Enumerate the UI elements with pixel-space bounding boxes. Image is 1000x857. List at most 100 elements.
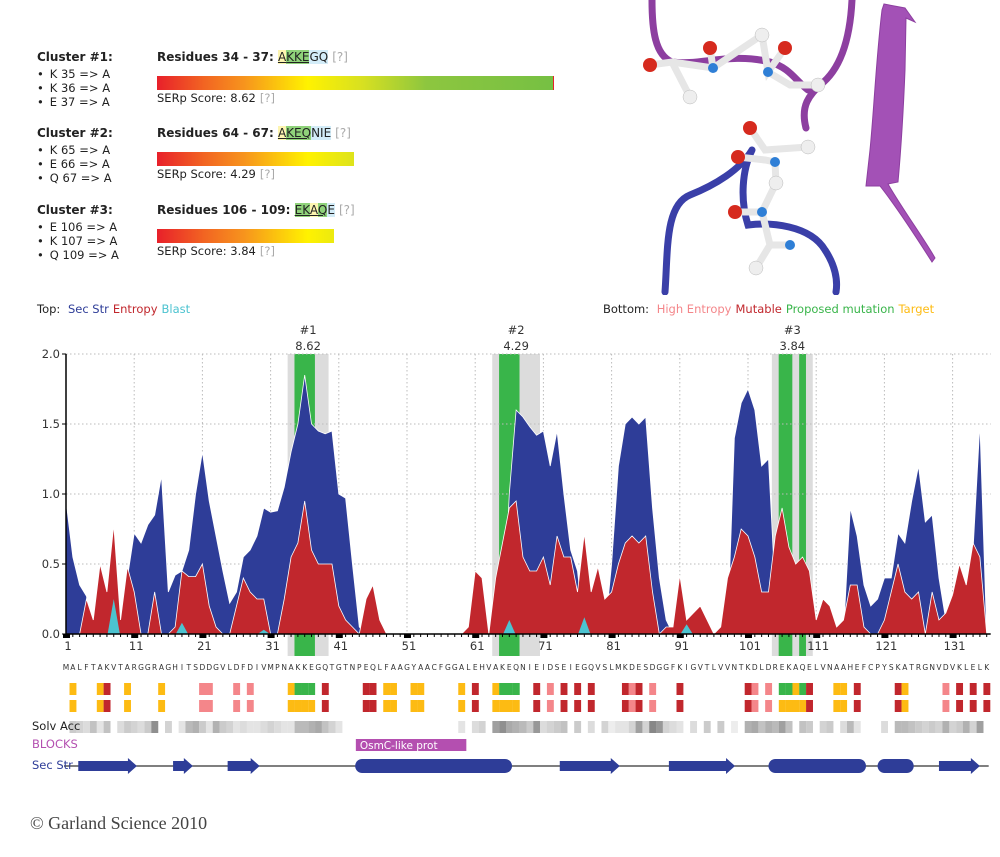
sequence-residue: L	[466, 663, 471, 672]
top-track-cell	[512, 683, 520, 695]
bottom-track-cell	[806, 700, 813, 712]
solv-acc-cell	[492, 721, 500, 733]
bottom-track-cell	[635, 700, 643, 712]
protein-structure-view[interactable]	[610, 0, 1000, 295]
block-domain[interactable]	[355, 739, 467, 751]
y-tick-label: 1.0	[42, 487, 60, 501]
bottom-track-cell	[205, 700, 213, 712]
sequence-residue: F	[671, 663, 675, 672]
solv-acc-cell	[574, 721, 582, 733]
serp-score-bar	[157, 152, 354, 166]
score-help-link[interactable]: [?]	[259, 244, 275, 258]
block-domain-label: OsmC-like prot	[360, 740, 438, 752]
bottom-track-cell	[492, 700, 500, 712]
bottom-track-cell	[969, 700, 977, 712]
serp-score-bar	[157, 76, 554, 90]
residues-range: Residues 106 - 109: EKAQE [?]	[157, 203, 355, 217]
blast-peak	[503, 620, 516, 634]
x-tick-label: 131	[944, 639, 966, 653]
sequence-residue: G	[691, 663, 697, 672]
legend-bottom: Bottom: High Entropy Mutable Proposed muta…	[603, 302, 942, 316]
top-track-cell	[205, 683, 213, 695]
sequence-residue: Y	[881, 663, 887, 672]
sequence-residue: P	[357, 663, 362, 672]
serp-score: SERp Score: 4.29 [?]	[157, 167, 275, 181]
y-tick-label: 2.0	[42, 347, 60, 361]
x-major-tick	[472, 634, 480, 638]
help-link[interactable]: [?]	[335, 126, 351, 140]
score-help-link[interactable]: [?]	[259, 167, 275, 181]
legend-bottom-label: Bottom:	[603, 302, 650, 316]
top-track-cell	[969, 683, 977, 695]
sequence-residue: L	[978, 663, 983, 672]
bottom-track-cell	[233, 700, 241, 712]
bottom-track-cell	[458, 700, 466, 712]
solv-acc-cell	[560, 721, 568, 733]
strand-arrow	[173, 758, 193, 774]
sequence-residue: A	[398, 663, 404, 672]
residues-range: Residues 34 - 37: AKKEGQ [?]	[157, 50, 348, 64]
bottom-track-cell	[294, 700, 302, 712]
mutation-item: Q 67 => A	[37, 171, 112, 185]
serp-score: SERp Score: 8.62 [?]	[157, 91, 275, 105]
top-track-cell	[499, 683, 507, 695]
solv-acc-cell	[894, 721, 902, 733]
bottom-track-cell	[96, 700, 104, 712]
solv-acc-cell	[799, 721, 807, 733]
sequence-residue: F	[241, 663, 245, 672]
sequence-residue: K	[295, 663, 301, 672]
top-track-cell	[383, 683, 391, 695]
solv-acc-cell	[976, 721, 984, 733]
sequence-residue: E	[855, 663, 860, 672]
sequence-residue: V	[486, 663, 492, 672]
top-track-cell	[492, 683, 500, 695]
sequence-residue: E	[780, 663, 785, 672]
solv-acc-cell	[615, 721, 623, 733]
top-track-cell	[546, 683, 554, 695]
sequence-residue: G	[138, 663, 144, 672]
sequence-residue: D	[752, 663, 758, 672]
solv-acc-cell	[853, 721, 861, 733]
top-track-cell	[799, 683, 807, 695]
legend-item: Mutable	[735, 302, 782, 316]
bottom-track-cell	[158, 700, 166, 712]
sequence-residue: F	[439, 663, 443, 672]
help-link[interactable]: [?]	[338, 203, 355, 217]
blast-peak	[175, 622, 189, 634]
sequence-residue: V	[698, 663, 704, 672]
solv-acc-cell	[137, 721, 145, 733]
helix-element	[877, 759, 914, 773]
sequence-residue: A	[159, 663, 165, 672]
bottom-track-cell	[983, 700, 991, 712]
sequence-residue: A	[391, 663, 397, 672]
top-track-cell	[158, 683, 166, 695]
x-major-tick	[404, 634, 411, 638]
solv-acc-cell	[540, 721, 547, 733]
top-track-cell	[294, 683, 302, 695]
top-track-cell	[785, 683, 793, 695]
solv-acc-cell	[212, 721, 220, 733]
bottom-track-cell	[103, 700, 111, 712]
solv-acc-cell	[847, 721, 854, 733]
help-link[interactable]: [?]	[332, 50, 348, 64]
strand-arrow	[668, 758, 736, 774]
bottom-track-cell	[894, 700, 902, 712]
solv-acc-cell	[321, 721, 329, 733]
serp-score-bar	[157, 229, 334, 243]
x-tick-label: 31	[265, 639, 280, 653]
solv-acc-cell	[915, 721, 923, 733]
sequence-residue: K	[896, 663, 902, 672]
score-help-link[interactable]: [?]	[259, 91, 275, 105]
bottom-track-cell	[308, 700, 316, 712]
sequence-residue: R	[916, 663, 921, 672]
sequence-residue: R	[773, 663, 778, 672]
sequence-residue: A	[493, 663, 499, 672]
y-tick-label: 1.5	[42, 417, 60, 431]
top-track-cell	[894, 683, 902, 695]
bottom-track-cell	[301, 700, 309, 712]
sequence-segment: EK	[294, 203, 310, 217]
sequence-residue: M	[615, 663, 621, 672]
top-track-cell	[96, 683, 104, 695]
sequence-residue: K	[677, 663, 683, 672]
mutation-item: K 65 => A	[37, 143, 110, 157]
